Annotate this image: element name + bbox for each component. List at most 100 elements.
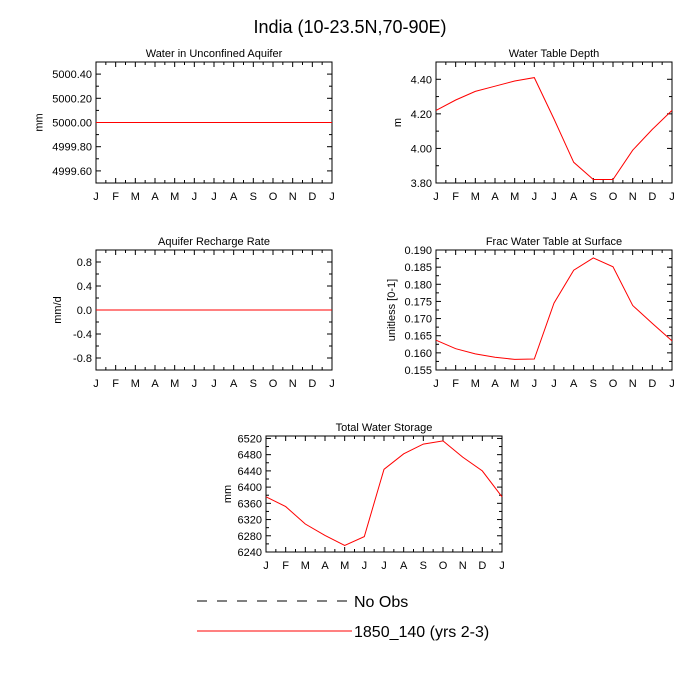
y-tick-label: 0.180 [404,279,432,291]
y-axis-label: mm/d [52,296,64,324]
x-tick-label: M [170,191,179,203]
x-tick-label: M [170,378,179,390]
x-tick-label: O [609,191,618,203]
x-tick-label: A [570,191,578,203]
x-tick-label: N [289,191,297,203]
x-tick-label: M [340,560,349,572]
y-tick-label: 4.00 [411,143,432,155]
x-tick-label: J [211,191,217,203]
y-tick-label: 0.165 [404,331,432,343]
x-tick-label: J [329,191,335,203]
x-tick-label: J [329,378,335,390]
x-tick-label: D [308,191,316,203]
legend-label-no-obs: No Obs [354,594,408,611]
x-tick-label: J [669,378,675,390]
y-tick-label: 6320 [238,515,262,527]
x-tick-label: M [471,378,480,390]
y-tick-label: -0.8 [73,353,92,365]
y-tick-label: 0.175 [404,296,432,308]
x-tick-label: D [648,378,656,390]
x-tick-label: A [151,378,159,390]
x-tick-label: A [151,191,159,203]
x-tick-label: A [570,378,578,390]
y-tick-label: 5000.20 [52,93,92,105]
x-tick-label: J [93,378,99,390]
chart-title: Water in Unconfined Aquifer [146,48,283,60]
series-line [435,257,673,360]
x-tick-label: M [131,191,140,203]
y-tick-label: 0.185 [404,262,432,274]
y-tick-label: 0.190 [404,245,432,257]
x-tick-label: S [420,560,427,572]
x-tick-label: A [230,191,238,203]
x-tick-label: M [510,378,519,390]
x-tick-label: J [551,378,557,390]
plot-frame [265,435,503,553]
x-tick-label: J [362,560,368,572]
y-tick-label: 4.20 [411,109,432,121]
x-tick-label: J [263,560,269,572]
x-tick-label: N [459,560,467,572]
chart-title: Water Table Depth [509,48,600,60]
x-tick-label: F [452,378,459,390]
x-tick-label: D [648,191,656,203]
x-tick-label: F [282,560,289,572]
chart-title: Total Water Storage [336,422,433,434]
x-tick-label: J [192,191,198,203]
x-tick-label: A [230,378,238,390]
y-axis-label: m [392,118,404,127]
y-tick-label: 5000.00 [52,118,92,130]
series-line [435,77,673,180]
x-tick-label: J [551,191,557,203]
y-tick-label: 6520 [238,433,262,445]
y-tick-label: 5000.40 [52,69,92,81]
x-tick-label: S [250,378,257,390]
y-axis-label: unitless [0-1] [386,279,398,341]
x-tick-label: M [131,378,140,390]
x-tick-label: D [308,378,316,390]
x-tick-label: O [269,378,278,390]
x-tick-label: J [433,191,439,203]
y-axis-label: mm [222,485,234,503]
x-tick-label: O [439,560,448,572]
legend-entry-model: 1850_140 (yrs 2-3) [197,624,489,641]
x-tick-label: J [532,378,538,390]
chart-title: Frac Water Table at Surface [486,236,622,248]
y-tick-label: 3.80 [411,178,432,190]
y-tick-label: 4999.80 [52,142,92,154]
x-tick-label: J [499,560,505,572]
y-tick-label: 0.8 [77,257,92,269]
plot-frame [435,61,673,184]
x-tick-label: S [590,191,597,203]
y-tick-label: 6360 [238,498,262,510]
x-tick-label: N [629,378,637,390]
y-tick-label: 6280 [238,531,262,543]
x-tick-label: F [112,378,119,390]
y-tick-label: 6240 [238,547,262,559]
x-tick-label: J [93,191,99,203]
y-tick-label: 0.170 [404,314,432,326]
x-tick-label: A [321,560,329,572]
x-tick-label: O [609,378,618,390]
x-tick-label: A [400,560,408,572]
page-title: India (10-23.5N,70-90E) [253,17,446,37]
y-tick-label: 6480 [238,450,262,462]
x-tick-label: F [112,191,119,203]
y-tick-label: 4999.60 [52,166,92,178]
x-tick-label: M [510,191,519,203]
x-tick-label: A [491,378,499,390]
x-tick-label: F [452,191,459,203]
x-tick-label: J [192,378,198,390]
x-tick-label: O [269,191,278,203]
x-tick-label: J [211,378,217,390]
x-tick-label: J [381,560,387,572]
x-tick-label: S [590,378,597,390]
x-tick-label: A [491,191,499,203]
